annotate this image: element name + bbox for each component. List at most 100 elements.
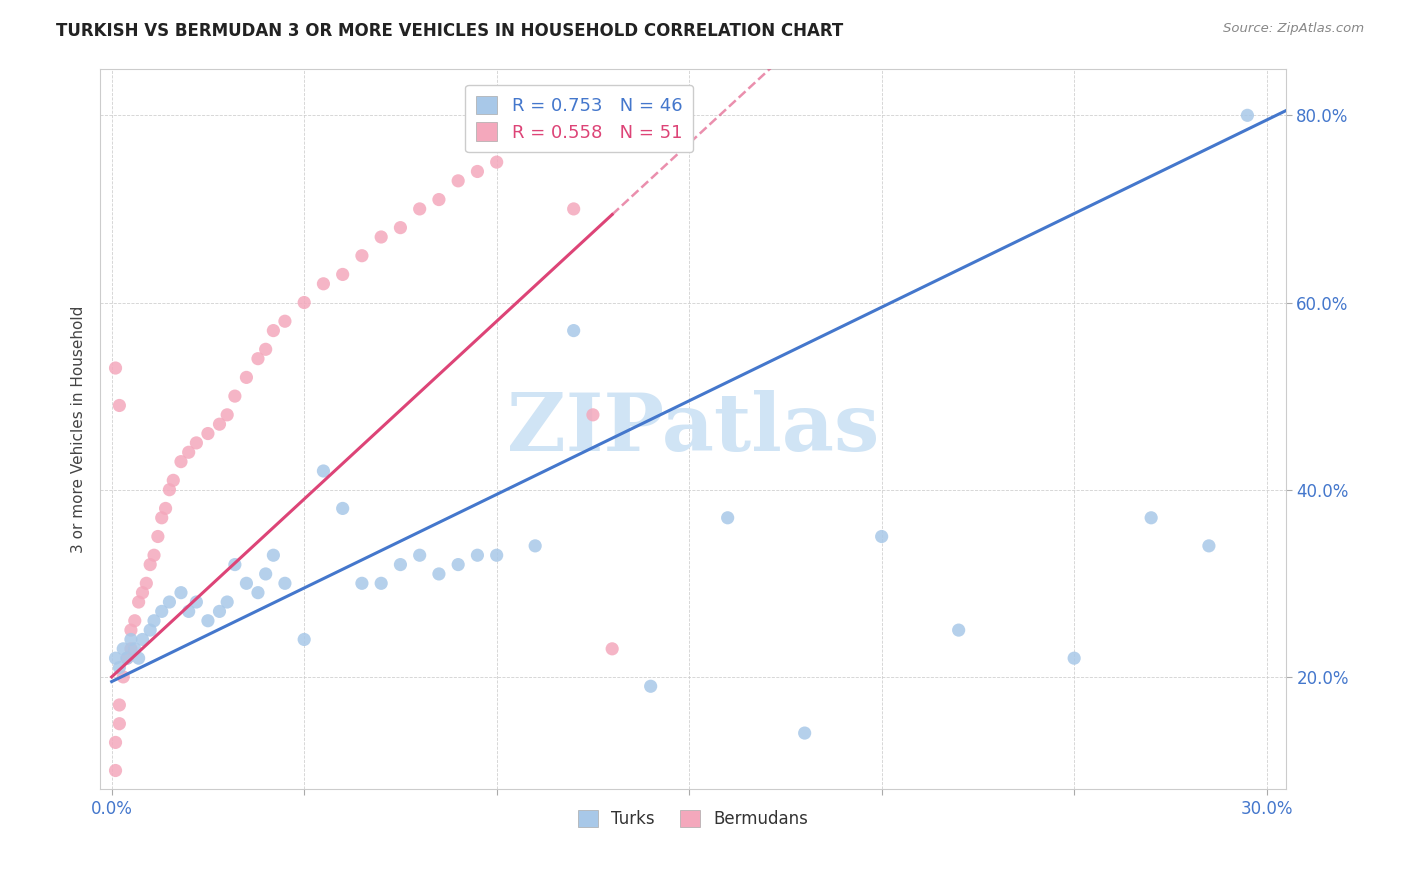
Point xyxy=(120,632,142,647)
Point xyxy=(186,436,208,450)
Legend: Turks, Bermudans: Turks, Bermudans xyxy=(571,804,814,835)
Point xyxy=(292,295,315,310)
Point xyxy=(524,539,547,553)
Point xyxy=(104,735,127,749)
Point xyxy=(524,127,547,141)
Point xyxy=(108,399,131,413)
Point xyxy=(186,595,208,609)
Point xyxy=(274,576,297,591)
Point xyxy=(104,764,127,778)
Point xyxy=(115,651,138,665)
Point xyxy=(389,220,412,235)
Point xyxy=(131,632,153,647)
Point xyxy=(427,193,450,207)
Point xyxy=(177,445,200,459)
Point xyxy=(467,164,489,178)
Point xyxy=(1198,539,1220,553)
Point xyxy=(582,408,605,422)
Point xyxy=(155,501,177,516)
Point xyxy=(224,389,246,403)
Point xyxy=(150,604,173,618)
Point xyxy=(131,585,153,599)
Point xyxy=(274,314,297,328)
Point xyxy=(170,585,193,599)
Point xyxy=(235,576,257,591)
Point xyxy=(312,277,335,291)
Point xyxy=(332,501,354,516)
Point xyxy=(104,361,127,376)
Point xyxy=(139,623,162,637)
Point xyxy=(562,202,585,216)
Point xyxy=(408,202,430,216)
Point xyxy=(112,641,135,656)
Point xyxy=(162,474,184,488)
Point xyxy=(600,641,623,656)
Point xyxy=(150,510,173,524)
Point xyxy=(112,670,135,684)
Point xyxy=(104,651,127,665)
Point xyxy=(350,576,373,591)
Point xyxy=(312,464,335,478)
Point xyxy=(143,548,166,562)
Point xyxy=(197,614,219,628)
Point xyxy=(128,651,150,665)
Point xyxy=(235,370,257,384)
Point xyxy=(170,455,193,469)
Point xyxy=(254,343,277,357)
Point xyxy=(159,483,181,497)
Point xyxy=(562,324,585,338)
Point xyxy=(717,510,740,524)
Point xyxy=(224,558,246,572)
Point xyxy=(1140,510,1163,524)
Point xyxy=(485,548,508,562)
Point xyxy=(208,417,231,432)
Point xyxy=(562,108,585,122)
Point xyxy=(159,595,181,609)
Point xyxy=(1063,651,1085,665)
Point xyxy=(1236,108,1258,122)
Point xyxy=(124,614,146,628)
Point xyxy=(870,529,893,543)
Point xyxy=(505,136,527,151)
Point xyxy=(108,716,131,731)
Point xyxy=(135,576,157,591)
Point xyxy=(208,604,231,618)
Point xyxy=(139,558,162,572)
Y-axis label: 3 or more Vehicles in Household: 3 or more Vehicles in Household xyxy=(72,305,86,552)
Point xyxy=(128,595,150,609)
Point xyxy=(124,641,146,656)
Point xyxy=(177,604,200,618)
Point xyxy=(447,558,470,572)
Point xyxy=(447,174,470,188)
Point xyxy=(370,230,392,244)
Point xyxy=(350,249,373,263)
Point xyxy=(793,726,815,740)
Point xyxy=(108,698,131,712)
Point xyxy=(246,585,269,599)
Point xyxy=(408,548,430,562)
Point xyxy=(120,641,142,656)
Point xyxy=(120,623,142,637)
Point xyxy=(262,324,284,338)
Point xyxy=(254,566,277,581)
Point xyxy=(115,651,138,665)
Point xyxy=(467,548,489,562)
Point xyxy=(197,426,219,441)
Point xyxy=(146,529,169,543)
Point xyxy=(332,268,354,282)
Point xyxy=(262,548,284,562)
Point xyxy=(246,351,269,366)
Point xyxy=(292,632,315,647)
Text: Source: ZipAtlas.com: Source: ZipAtlas.com xyxy=(1223,22,1364,36)
Text: TURKISH VS BERMUDAN 3 OR MORE VEHICLES IN HOUSEHOLD CORRELATION CHART: TURKISH VS BERMUDAN 3 OR MORE VEHICLES I… xyxy=(56,22,844,40)
Point xyxy=(143,614,166,628)
Point xyxy=(543,118,565,132)
Point xyxy=(217,408,239,422)
Point xyxy=(427,566,450,581)
Point xyxy=(640,679,662,693)
Text: ZIPatlas: ZIPatlas xyxy=(508,390,879,468)
Point xyxy=(217,595,239,609)
Point xyxy=(108,660,131,674)
Point xyxy=(370,576,392,591)
Point xyxy=(485,155,508,169)
